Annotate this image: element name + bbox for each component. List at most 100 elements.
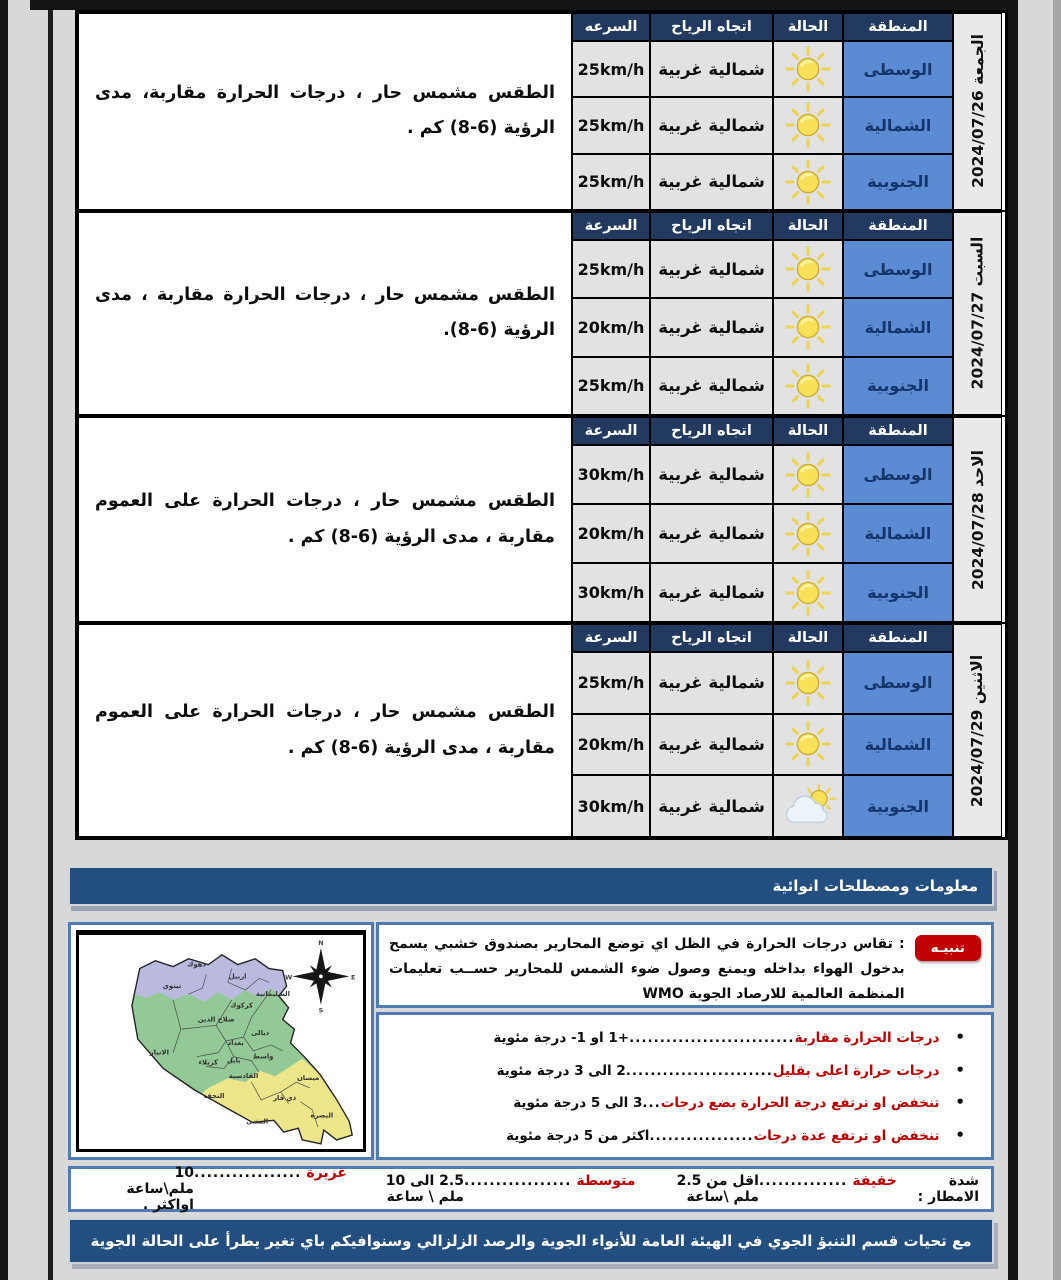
forecast-day-monday: الطقس مشمس حار ، درجات الحرارة على العمو… xyxy=(78,624,1005,837)
term-label: تنخفض او ترتفع عدة درجات xyxy=(753,1127,940,1144)
term-value: 2 الى 3 درجة مئوية xyxy=(496,1062,626,1079)
term-label: درجات الحرارة مقاربة xyxy=(794,1030,940,1047)
svg-text:S: S xyxy=(319,1008,324,1015)
col-header-wind: اتجاه الرياح xyxy=(650,417,773,445)
region-name: الشمالية xyxy=(843,298,953,357)
compass-rose-icon: N E S W xyxy=(285,940,355,1015)
bullet-icon: • xyxy=(955,1060,965,1079)
wind-direction-value: شمالية غربية xyxy=(650,97,773,154)
forecast-day-saturday: الطقس مشمس حار ، درجات الحرارة مقاربة ، … xyxy=(78,212,1005,417)
weather-sun-icon xyxy=(773,356,843,415)
col-header-condition: الحالة xyxy=(773,212,843,240)
bullet-icon: • xyxy=(955,1093,965,1112)
speed-value: 20km/h xyxy=(572,713,650,776)
svg-text:دهوك: دهوك xyxy=(187,961,206,969)
day-date-cell: الاحد 2024/07/28 xyxy=(953,417,1002,622)
info-section-title: معلومات ومصطلحات انوائية xyxy=(68,866,994,906)
speed-value: 30km/h xyxy=(572,775,650,837)
region-name: الشمالية xyxy=(843,97,953,154)
region-name: الشمالية xyxy=(843,713,953,776)
region-name: الجنوبية xyxy=(843,356,953,415)
wind-direction-value: شمالية غربية xyxy=(650,563,773,622)
day-description: الطقس مشمس حار ، درجات الحرارة على العمو… xyxy=(78,417,572,622)
region-name: الوسطى xyxy=(843,652,953,714)
wind-direction-value: شمالية غربية xyxy=(650,713,773,776)
weather-sun-icon xyxy=(773,504,843,563)
weather-sun-icon xyxy=(773,445,843,504)
province-labels: دهوك نينوى اربيل السليمانية كركوك صلاح ا… xyxy=(149,961,334,1126)
svg-text:ديالى: ديالى xyxy=(251,1029,270,1037)
region-name: الوسطى xyxy=(843,41,953,98)
weather-sun-icon xyxy=(773,41,843,98)
scan-outer-right xyxy=(1053,0,1061,1280)
region-name: الوسطى xyxy=(843,240,953,299)
speed-value: 25km/h xyxy=(572,652,650,714)
dot-leader: ................. xyxy=(649,1127,754,1144)
col-header-region: المنطقة xyxy=(843,624,953,652)
svg-text:بابل: بابل xyxy=(227,1057,241,1065)
dot-leader: ........................ xyxy=(625,1062,773,1079)
footer-greeting-bar: مع تحيات قسم التنبؤ الجوي في الهيئة العا… xyxy=(68,1218,994,1264)
svg-text:القادسية: القادسية xyxy=(229,1072,259,1080)
forecast-day-friday: الطقس مشمس حار ، درجات الحرارة مقاربة، م… xyxy=(78,13,1005,212)
term-item: • درجات الحرارة مقاربة .................… xyxy=(387,1028,965,1046)
region-name: الجنوبية xyxy=(843,563,953,622)
weather-partly-cloudy-icon xyxy=(773,775,843,837)
day-description: الطقس مشمس حار ، درجات الحرارة مقاربة، م… xyxy=(78,13,572,210)
svg-text:صلاح الدين: صلاح الدين xyxy=(198,1015,235,1023)
speed-value: 30km/h xyxy=(572,563,650,622)
wind-direction-value: شمالية غربية xyxy=(650,41,773,98)
weather-sun-icon xyxy=(773,298,843,357)
weather-sun-icon xyxy=(773,713,843,776)
term-label: درجات حرارة اعلى بقليل xyxy=(772,1062,940,1079)
speed-value: 25km/h xyxy=(572,240,650,299)
weather-sun-icon xyxy=(773,563,843,622)
speed-value: 25km/h xyxy=(572,97,650,154)
weather-sun-icon xyxy=(773,153,843,210)
speed-value: 20km/h xyxy=(572,504,650,563)
weather-sun-icon xyxy=(773,240,843,299)
rain-level-heavy: غزيرة ................. 10 ملم\ساعة اواك… xyxy=(126,1165,347,1213)
day-date-label: الاثنين 2024/07/29 xyxy=(968,654,987,807)
svg-text:W: W xyxy=(285,974,292,981)
region-name: الوسطى xyxy=(843,445,953,504)
wind-direction-value: شمالية غربية xyxy=(650,298,773,357)
svg-text:واسط: واسط xyxy=(253,1053,274,1061)
speed-value: 20km/h xyxy=(572,298,650,357)
rain-intensity-box: شدة الامطار : خفيفة .............. اقل م… xyxy=(68,1165,994,1213)
svg-text:النجف: النجف xyxy=(204,1092,225,1100)
wind-direction-value: شمالية غربية xyxy=(650,240,773,299)
notice-text: : تقاس درجات الحرارة في الظل اي توضع الم… xyxy=(389,936,905,1003)
rain-level-medium: متوسطة ................. 2.5 الى 10 ملم … xyxy=(385,1173,636,1205)
rain-level-light: خفيفة .............. اقل من 2.5 ملم \ساع… xyxy=(676,1173,897,1205)
col-header-speed: السرعة xyxy=(572,624,650,652)
col-header-condition: الحالة xyxy=(773,417,843,445)
weather-sun-icon xyxy=(773,97,843,154)
day-date-cell: السبت 2024/07/27 xyxy=(953,212,1002,415)
bullet-icon: • xyxy=(955,1125,965,1144)
svg-text:ميسان: ميسان xyxy=(297,1074,319,1082)
svg-text:كربلاء: كربلاء xyxy=(199,1059,219,1067)
svg-text:اربيل: اربيل xyxy=(229,972,247,980)
wind-direction-value: شمالية غربية xyxy=(650,445,773,504)
svg-text:السليمانية: السليمانية xyxy=(256,990,290,998)
iraq-map: دهوك نينوى اربيل السليمانية كركوك صلاح ا… xyxy=(131,940,355,1145)
svg-text:E: E xyxy=(351,974,355,981)
term-value: ⁦1+⁩ او ⁦-1⁩ درجة مئوية xyxy=(493,1030,630,1047)
day-description: الطقس مشمس حار ، درجات الحرارة على العمو… xyxy=(78,624,572,837)
col-header-condition: الحالة xyxy=(773,624,843,652)
term-value: اكثر من 5 درجة مئوية xyxy=(506,1127,650,1144)
svg-text:N: N xyxy=(318,940,323,947)
dot-leader: ........................... xyxy=(629,1030,795,1047)
col-header-speed: السرعة xyxy=(572,417,650,445)
svg-text:كركوك: كركوك xyxy=(230,1002,253,1010)
col-header-region: المنطقة xyxy=(843,13,953,41)
wind-direction-value: شمالية غربية xyxy=(650,652,773,714)
wind-direction-value: شمالية غربية xyxy=(650,504,773,563)
speed-value: 25km/h xyxy=(572,41,650,98)
col-header-region: المنطقة xyxy=(843,212,953,240)
term-label: تنخفض او ترتفع درجة الحرارة بضع درجات xyxy=(660,1095,940,1112)
svg-text:البصرة: البصرة xyxy=(310,1111,333,1119)
day-date-cell: الاثنين 2024/07/29 xyxy=(953,624,1002,837)
speed-value: 30km/h xyxy=(572,445,650,504)
